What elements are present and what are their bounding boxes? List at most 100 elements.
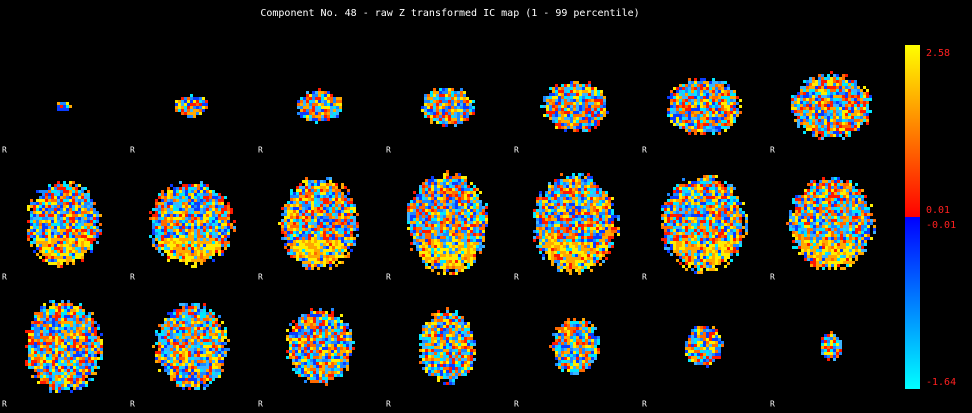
slice-voxels [407, 179, 485, 272]
slice-voxels [30, 181, 96, 259]
slice-voxels [30, 187, 99, 262]
slice-voxels [821, 334, 842, 361]
slice-voxels [158, 306, 224, 387]
brain-slice [661, 175, 748, 274]
brain-slice [57, 102, 72, 111]
slice-voxels [60, 102, 66, 105]
slice-voxels [667, 178, 748, 271]
colorbar-label: -1.64 [926, 377, 956, 388]
slice-voxels [407, 179, 482, 269]
slice-voxels [66, 102, 69, 105]
slice-voxels [422, 313, 476, 382]
slice-voxels [419, 310, 473, 382]
brain-slice [152, 303, 230, 390]
brain-slice [25, 300, 103, 393]
orientation-label: R [514, 146, 519, 155]
slice-voxels [27, 184, 102, 262]
slice-voxels [552, 324, 597, 369]
orientation-label: R [258, 146, 263, 155]
orientation-label: R [386, 273, 391, 282]
slice-voxels [667, 78, 736, 135]
orientation-label: R [642, 400, 647, 409]
slice-voxels [555, 324, 597, 375]
slice-voxels [791, 74, 869, 140]
slice-voxels [297, 91, 342, 121]
brain-slice [791, 71, 872, 140]
slice-voxels [543, 84, 606, 129]
slice-voxels [28, 300, 103, 393]
slice-voxels [28, 300, 103, 390]
brain-slice [421, 88, 475, 127]
slice-voxels [410, 173, 488, 275]
orientation-label: R [2, 146, 7, 155]
slice-voxels [688, 329, 721, 362]
slice-voxels [555, 318, 594, 369]
slice-voxels [286, 317, 355, 380]
slice-voxels [281, 177, 359, 267]
slice-voxels [184, 97, 205, 118]
orientation-label: R [386, 400, 391, 409]
colorbar-label: -0.01 [926, 220, 956, 231]
slice-voxels [821, 337, 839, 352]
brain-slice [419, 307, 476, 385]
colorbar-label: 0.01 [926, 205, 950, 216]
slice-voxels [821, 334, 842, 361]
slice-voxels [827, 331, 839, 358]
slice-voxels [281, 180, 356, 270]
slice-voxels [540, 84, 600, 132]
slice-voxels [300, 94, 342, 124]
slice-voxels [286, 314, 352, 380]
slice-voxels [284, 183, 353, 255]
slice-voxels [821, 337, 839, 352]
brain-slice [685, 326, 724, 368]
orientation-label: R [514, 400, 519, 409]
slice-voxels [152, 190, 233, 265]
slice-voxels [419, 310, 476, 379]
orientation-label: R [2, 273, 7, 282]
orientation-label: R [770, 146, 775, 155]
slice-voxels [297, 91, 339, 121]
orientation-label: R [642, 273, 647, 282]
slice-voxels [289, 314, 352, 380]
brain-slice [540, 81, 609, 132]
colorbar-label: 2.58 [926, 48, 950, 59]
slice-voxels [546, 81, 603, 132]
slice-voxels [424, 88, 475, 124]
brain-slice [549, 318, 600, 375]
slice-voxels [281, 177, 356, 261]
orientation-label: R [770, 400, 775, 409]
brain-slice [821, 331, 842, 361]
brain-slice [407, 170, 488, 275]
orientation-label: R [130, 400, 135, 409]
slice-voxels [670, 81, 739, 132]
slice-voxels [670, 81, 742, 132]
orientation-label: R [386, 146, 391, 155]
orientation-label: R [258, 400, 263, 409]
slice-voxels [688, 326, 721, 365]
brain-slice [667, 78, 742, 135]
orientation-label: R [770, 273, 775, 282]
brain-slice [149, 181, 236, 268]
figure-title: Component No. 48 - raw Z transformed IC … [260, 8, 639, 19]
slice-voxels [27, 181, 102, 253]
slice-voxels [407, 170, 488, 272]
brain-slice [286, 308, 355, 386]
orientation-label: R [514, 273, 519, 282]
slice-voxels [795, 180, 876, 270]
slice-voxels [175, 97, 208, 115]
brain-slice [533, 173, 620, 275]
slice-voxels [543, 84, 606, 132]
slice-voxels [685, 329, 724, 365]
slice-voxels [667, 78, 736, 132]
slice-voxels [149, 184, 230, 259]
slice-voxels [824, 334, 839, 355]
slice-voxels [543, 84, 606, 129]
slice-voxels [552, 321, 600, 375]
slice-voxels [407, 176, 488, 275]
brain-slice [786, 177, 876, 270]
slice-voxels [60, 105, 63, 108]
orientation-label: R [130, 273, 135, 282]
slice-voxels [31, 303, 103, 393]
brain-slice [278, 177, 359, 270]
